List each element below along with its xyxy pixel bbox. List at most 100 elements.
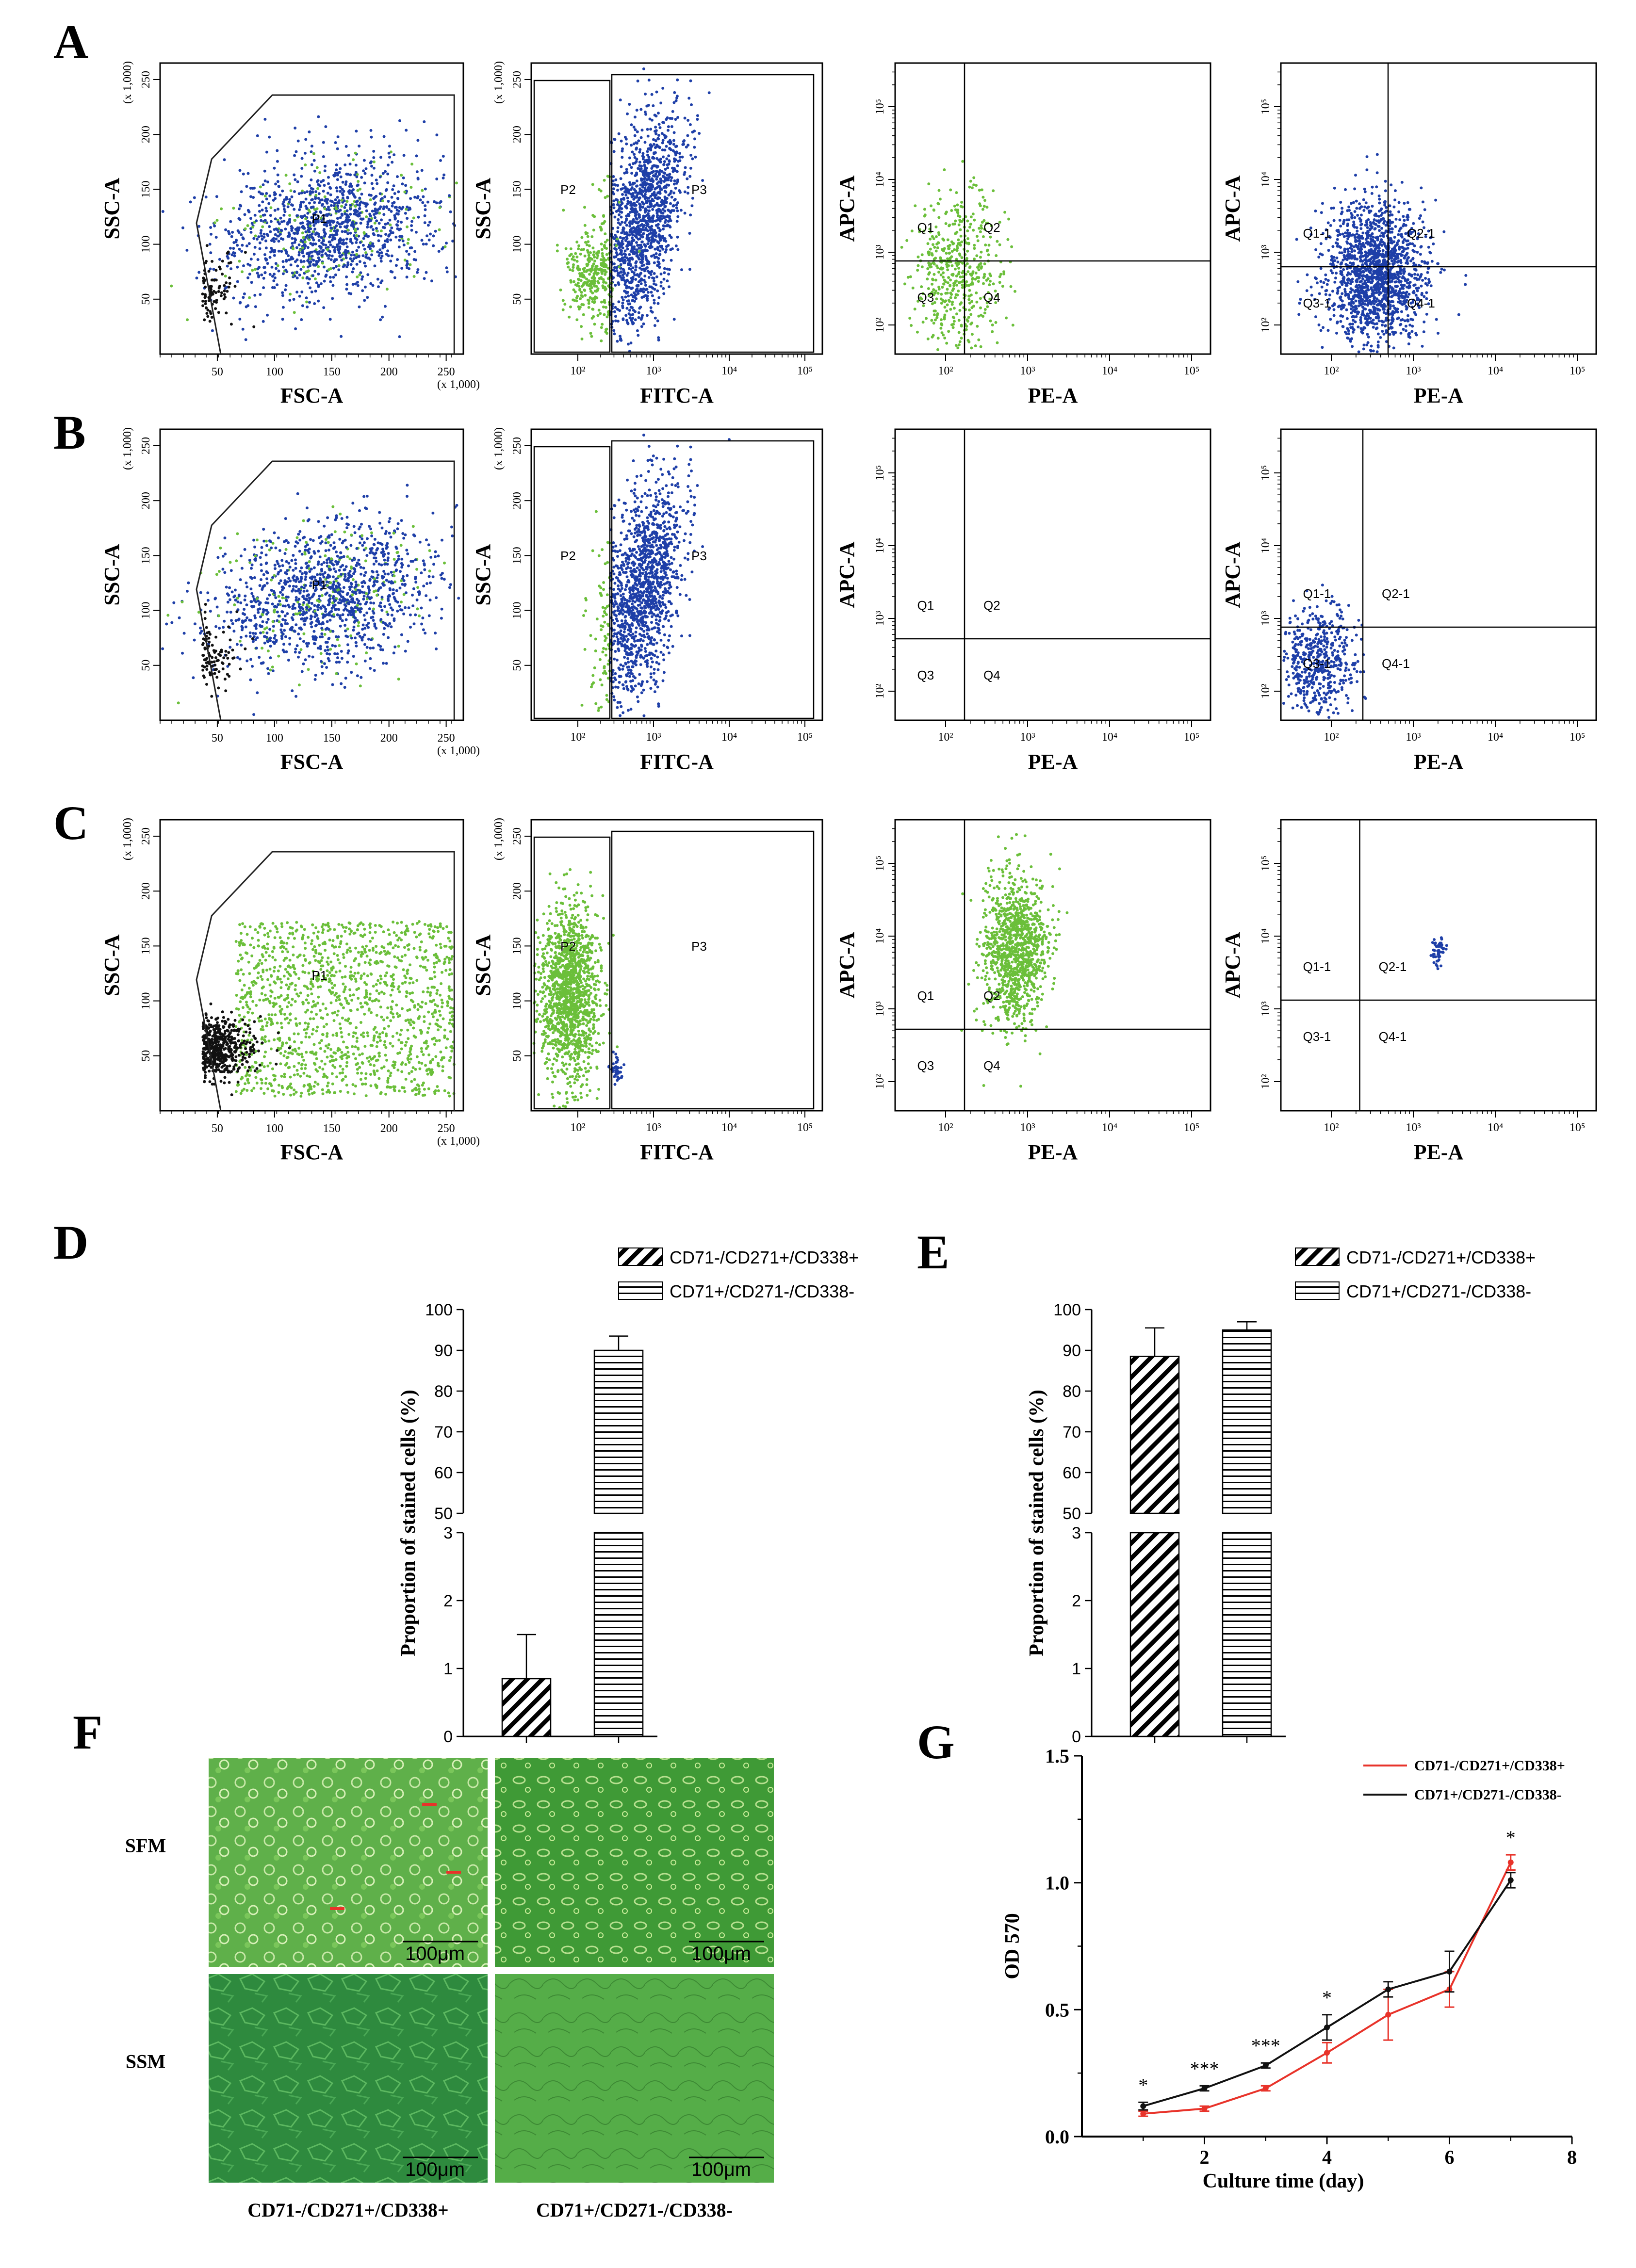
- event-dot: [590, 335, 593, 338]
- event-dot: [648, 189, 652, 192]
- event-dot: [950, 264, 954, 267]
- event-dot: [384, 233, 388, 236]
- event-dot: [284, 227, 287, 231]
- event-dot: [349, 238, 352, 241]
- event-dot: [621, 221, 623, 224]
- debris-dot: [210, 293, 213, 296]
- event-dot: [995, 254, 998, 257]
- event-dot: [930, 204, 933, 208]
- event-dot: [1424, 276, 1427, 280]
- event-dot: [197, 225, 201, 228]
- event-dot: [568, 268, 572, 272]
- event-dot: [366, 235, 369, 238]
- event-dot: [654, 139, 657, 142]
- event-dot: [662, 292, 666, 295]
- event-dot: [659, 272, 663, 275]
- event-dot: [605, 315, 609, 319]
- event-dot: [596, 267, 600, 271]
- event-dot: [314, 190, 318, 194]
- event-dot: [354, 205, 357, 208]
- event-dot: [414, 230, 418, 234]
- event-dot: [635, 158, 638, 161]
- event-dot: [231, 230, 234, 234]
- event-dot: [641, 154, 644, 158]
- event-dot: [640, 289, 644, 292]
- event-dot: [360, 176, 363, 179]
- event-dot: [640, 129, 644, 132]
- event-dot: [639, 282, 643, 285]
- event-dot: [321, 250, 324, 253]
- event-dot: [621, 149, 624, 153]
- event-dot: [242, 264, 245, 267]
- event-dot: [233, 254, 236, 258]
- event-dot: [268, 256, 272, 259]
- event-dot: [273, 191, 276, 194]
- event-dot: [230, 253, 234, 257]
- event-dot: [668, 285, 671, 289]
- event-dot: [1306, 273, 1309, 276]
- event-dot: [951, 315, 955, 319]
- event-dot: [690, 204, 694, 208]
- event-dot: [603, 246, 606, 249]
- event-dot: [405, 275, 409, 279]
- event-dot: [1368, 227, 1372, 231]
- event-dot: [928, 265, 932, 269]
- plot-frame: [894, 62, 1211, 355]
- event-dot: [335, 168, 338, 172]
- event-dot: [989, 274, 992, 277]
- event-dot: [1336, 242, 1339, 245]
- event-dot: [576, 294, 579, 298]
- event-dot: [616, 189, 619, 192]
- event-dot: [586, 231, 589, 235]
- event-dot: [636, 200, 639, 203]
- event-dot: [212, 268, 215, 271]
- event-dot: [319, 216, 323, 220]
- event-dot: [946, 268, 949, 272]
- event-dot: [961, 283, 964, 287]
- debris-dot: [228, 276, 231, 279]
- event-dot: [653, 301, 656, 305]
- event-dot: [379, 234, 383, 238]
- event-dot: [306, 246, 310, 249]
- event-dot: [311, 250, 314, 254]
- event-dot: [404, 184, 408, 187]
- event-dot: [334, 141, 337, 144]
- event-dot: [339, 255, 342, 259]
- event-dot: [631, 306, 634, 309]
- event-dot: [639, 219, 642, 222]
- event-dot: [273, 209, 277, 212]
- event-dot: [323, 207, 327, 211]
- event-dot: [428, 221, 431, 224]
- event-dot: [300, 191, 303, 194]
- event-dot: [649, 128, 653, 131]
- debris-dot: [214, 269, 218, 272]
- event-dot: [965, 318, 969, 322]
- event-dot: [308, 277, 311, 281]
- event-dot: [373, 160, 376, 163]
- event-dot: [675, 220, 679, 223]
- event-dot: [1372, 325, 1375, 329]
- event-dot: [641, 258, 644, 261]
- event-dot: [654, 247, 657, 251]
- event-dot: [347, 154, 350, 157]
- event-dot: [259, 293, 262, 296]
- event-dot: [313, 302, 316, 305]
- event-dot: [410, 228, 413, 232]
- panel-label-g: G: [917, 1715, 955, 1769]
- event-dot: [344, 249, 347, 252]
- event-dot: [307, 282, 310, 285]
- event-dot: [358, 214, 361, 217]
- event-dot: [991, 324, 994, 326]
- event-dot: [285, 259, 288, 262]
- event-dot: [654, 238, 657, 242]
- event-dot: [363, 261, 366, 265]
- debris-dot: [202, 276, 205, 280]
- event-dot: [689, 154, 693, 157]
- event-dot: [1375, 153, 1379, 156]
- event-dot: [640, 268, 643, 271]
- event-dot: [630, 144, 633, 147]
- x-tick-label: 50: [212, 366, 223, 378]
- event-dot: [627, 302, 630, 306]
- event-dot: [400, 235, 404, 238]
- event-dot: [310, 178, 313, 181]
